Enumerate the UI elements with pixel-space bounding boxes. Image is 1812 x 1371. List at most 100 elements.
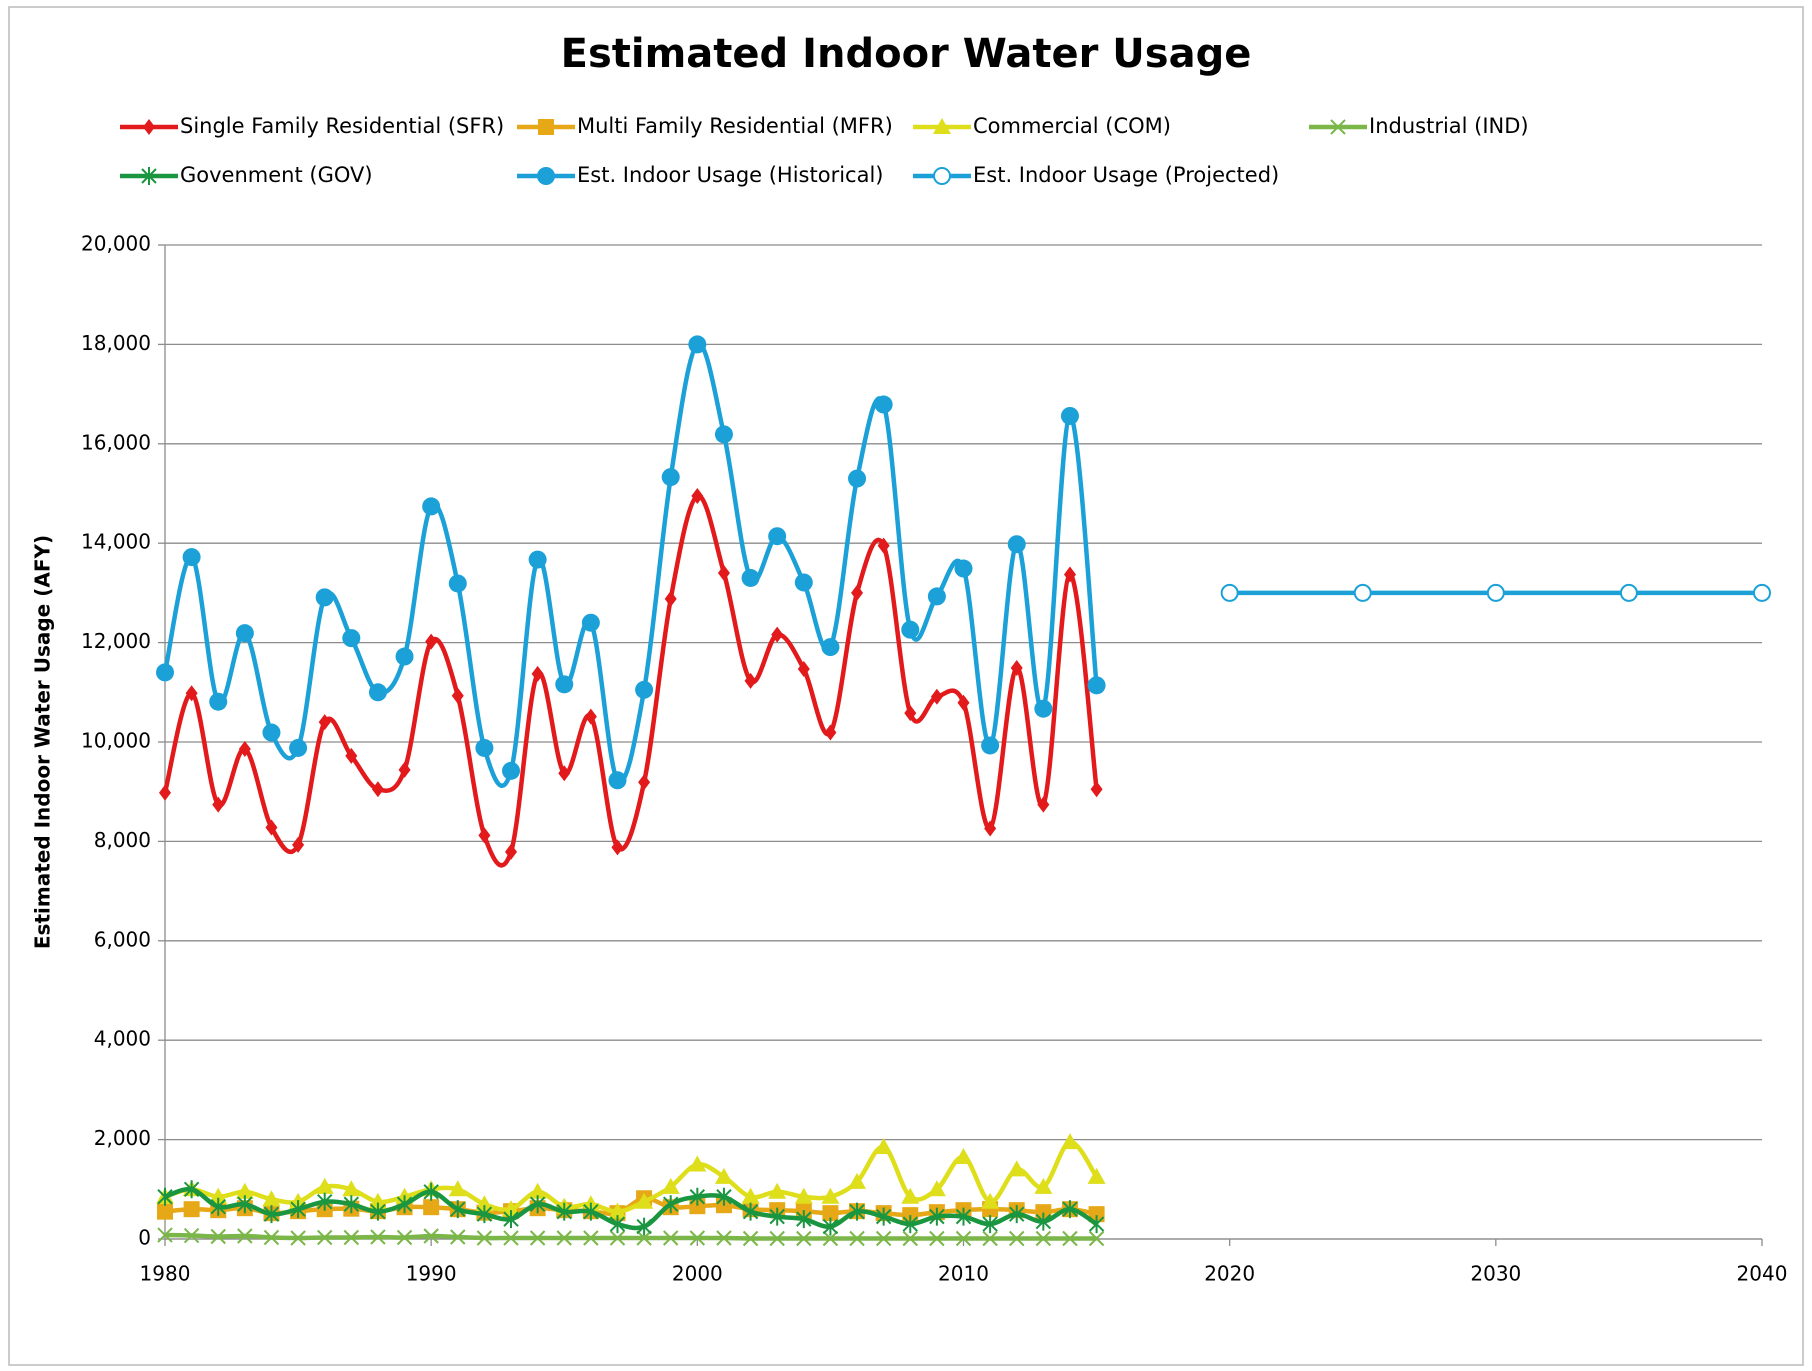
marker (238, 740, 251, 757)
marker (929, 1207, 945, 1226)
x-tick-label: 1990 (406, 1262, 457, 1286)
marker (143, 119, 155, 135)
marker (821, 638, 840, 657)
marker (422, 497, 441, 516)
marker (316, 1229, 333, 1246)
marker (1062, 1230, 1078, 1247)
marker (1353, 583, 1372, 602)
marker (1486, 583, 1505, 602)
x-tick-label: 1980 (140, 1262, 191, 1286)
legend-item: Govenment (GOV) (120, 163, 373, 187)
marker (1088, 1215, 1105, 1234)
marker (475, 1195, 494, 1212)
marker (797, 660, 810, 677)
marker (1037, 796, 1050, 813)
marker (503, 1210, 519, 1229)
marker (635, 680, 654, 699)
series (156, 1133, 1106, 1219)
marker (933, 167, 951, 185)
marker (849, 1202, 865, 1221)
series-line (164, 1232, 1097, 1241)
marker (769, 1230, 785, 1247)
marker (265, 819, 278, 836)
marker (292, 836, 305, 853)
marker (1220, 583, 1239, 602)
marker (1087, 676, 1106, 695)
marker (875, 1230, 892, 1247)
marker (395, 647, 414, 666)
marker (583, 1230, 599, 1246)
marker (209, 692, 228, 711)
series (1220, 583, 1771, 602)
marker (448, 574, 467, 593)
marker (262, 1190, 281, 1207)
marker (450, 1229, 466, 1245)
marker (368, 683, 387, 702)
legend-label: Multi Family Residential (MFR) (577, 114, 893, 138)
marker (902, 1230, 918, 1247)
marker (957, 694, 970, 711)
marker (771, 626, 784, 643)
y-tick-label: 14,000 (81, 530, 151, 554)
marker (796, 1230, 812, 1247)
marker (157, 1203, 173, 1220)
marker (141, 167, 157, 185)
marker (742, 1202, 759, 1221)
marker (874, 395, 893, 414)
marker (183, 1201, 200, 1218)
marker (1009, 1230, 1025, 1247)
legend-label: Est. Indoor Usage (Projected) (973, 163, 1279, 187)
marker (448, 1180, 467, 1197)
marker (794, 573, 813, 592)
marker (581, 613, 600, 632)
marker (1035, 1230, 1052, 1247)
legend-item: Est. Indoor Usage (Historical) (517, 163, 884, 187)
marker (716, 1187, 732, 1206)
marker (688, 1155, 707, 1172)
marker (981, 736, 1000, 755)
marker (343, 1195, 360, 1214)
marker (316, 1192, 333, 1211)
marker (902, 1215, 918, 1234)
marker (451, 687, 464, 704)
marker (315, 588, 334, 607)
marker (505, 843, 518, 860)
marker (927, 1180, 946, 1197)
y-tick-label: 18,000 (81, 331, 151, 355)
y-tick-label: 10,000 (81, 729, 151, 753)
marker (1330, 119, 1346, 135)
marker (237, 1195, 253, 1214)
marker (583, 1202, 599, 1221)
marker (476, 1230, 493, 1246)
marker (528, 550, 547, 569)
marker (159, 784, 171, 801)
marker (157, 1227, 173, 1243)
marker (717, 565, 730, 582)
marker (423, 1199, 440, 1216)
marker (478, 827, 491, 844)
series (159, 487, 1103, 868)
x-tick-label: 2040 (1737, 1262, 1788, 1286)
marker (538, 119, 554, 135)
marker (954, 1147, 973, 1164)
series (157, 1180, 1105, 1236)
marker (371, 781, 384, 798)
series (157, 1227, 1105, 1247)
marker (315, 1177, 334, 1194)
marker (1035, 1212, 1052, 1231)
y-tick-label: 8,000 (94, 828, 151, 852)
marker (768, 1182, 787, 1199)
marker (398, 761, 411, 778)
marker (714, 1167, 733, 1184)
marker (156, 663, 174, 682)
marker (555, 675, 574, 694)
marker (183, 1227, 200, 1244)
marker (1063, 566, 1076, 583)
marker (689, 1198, 706, 1215)
marker (529, 1195, 546, 1214)
marker (263, 1205, 280, 1224)
marker (556, 1202, 572, 1221)
legend-item: Single Family Residential (SFR) (120, 114, 504, 138)
marker (503, 1230, 519, 1246)
marker (689, 1230, 706, 1246)
